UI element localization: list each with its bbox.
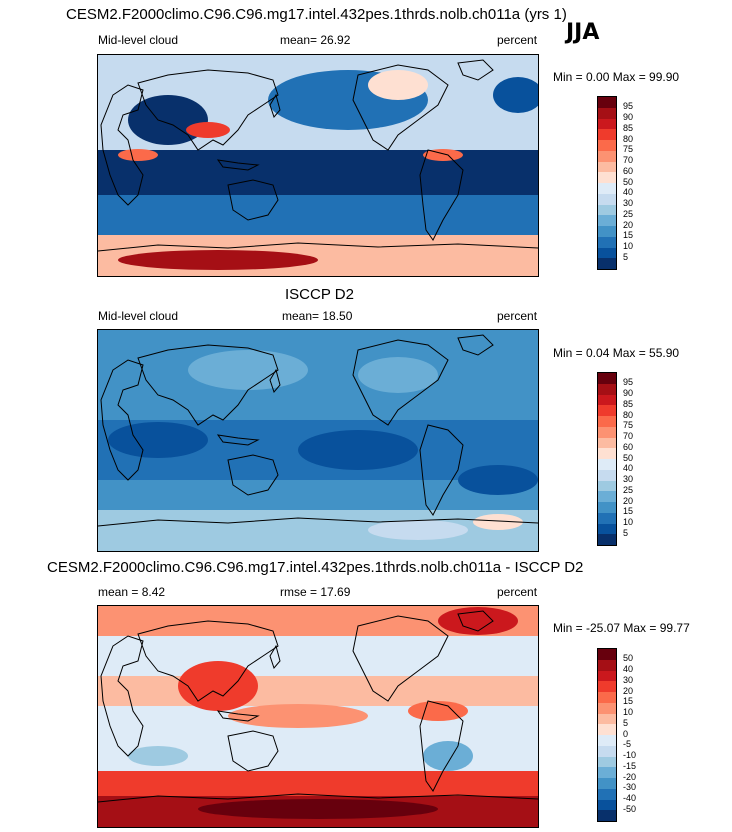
panel2-colorbar <box>597 372 617 546</box>
colorbar-tick: 50 <box>623 453 634 463</box>
colorbar-tick: 80 <box>623 134 634 144</box>
panel2-mean-label: mean= 18.50 <box>282 309 353 323</box>
colorbar-tick: 25 <box>623 485 634 495</box>
colorbar-tick: 5 <box>623 528 629 538</box>
panel3-units-label: percent <box>497 585 538 599</box>
panel1-title: CESM2.F2000climo.C96.C96.mg17.intel.432p… <box>66 6 567 23</box>
colorbar-tick: 75 <box>623 144 634 154</box>
panel2-minmax: Min = 0.04 Max = 55.90 <box>553 346 680 360</box>
panel1-minmax: Min = 0.00 Max = 99.90 <box>553 70 680 84</box>
colorbar-tick: 75 <box>623 420 634 430</box>
colorbar-tick: -20 <box>623 772 637 782</box>
panel1-units-label: percent <box>497 33 538 47</box>
panel3-title: CESM2.F2000climo.C96.C96.mg17.intel.432p… <box>47 559 584 576</box>
colorbar-tick: 85 <box>623 123 634 133</box>
colorbar-tick: 15 <box>623 230 634 240</box>
panel1-left-label: Mid-level cloud <box>98 33 179 47</box>
colorbar-tick: -5 <box>623 739 632 749</box>
colorbar-tick: 60 <box>623 442 634 452</box>
colorbar-tick: 40 <box>623 463 634 473</box>
panel1-colorbar <box>597 96 617 270</box>
panel3-mean-label: mean = 8.42 <box>98 585 166 599</box>
colorbar-tick: 60 <box>623 166 634 176</box>
panel1-map <box>97 54 539 277</box>
colorbar-tick: 25 <box>623 209 634 219</box>
colorbar-tick: 50 <box>623 177 634 187</box>
colorbar-tick: 50 <box>623 653 634 663</box>
colorbar-tick: 30 <box>623 675 634 685</box>
panel3-minmax: Min = -25.07 Max = 99.77 <box>553 621 690 635</box>
panel3-colorbar <box>597 648 617 822</box>
colorbar-tick: -30 <box>623 782 637 792</box>
colorbar-tick: 15 <box>623 506 634 516</box>
panel2-title: ISCCP D2 <box>285 286 354 303</box>
colorbar-tick: 85 <box>623 399 634 409</box>
colorbar-tick: 90 <box>623 112 634 122</box>
colorbar-tick: 20 <box>623 496 634 506</box>
colorbar-tick: 95 <box>623 101 634 111</box>
colorbar-tick: -40 <box>623 793 637 803</box>
colorbar-tick: 15 <box>623 696 634 706</box>
colorbar-tick: 10 <box>623 517 634 527</box>
colorbar-tick: 30 <box>623 198 634 208</box>
colorbar-tick: 30 <box>623 474 634 484</box>
colorbar-tick: 70 <box>623 431 634 441</box>
panel1-mean-label: mean= 26.92 <box>280 33 351 47</box>
colorbar-tick: 20 <box>623 686 634 696</box>
colorbar-tick: 40 <box>623 664 634 674</box>
colorbar-tick: 5 <box>623 252 629 262</box>
colorbar-tick: 40 <box>623 187 634 197</box>
colorbar-tick: -10 <box>623 750 637 760</box>
panel3-map <box>97 605 539 828</box>
season-label: JJA <box>566 20 600 45</box>
colorbar-tick: 70 <box>623 155 634 165</box>
colorbar-tick: 95 <box>623 377 634 387</box>
colorbar-tick: 5 <box>623 718 629 728</box>
colorbar-tick: 20 <box>623 220 634 230</box>
colorbar-tick: 10 <box>623 241 634 251</box>
colorbar-tick: 0 <box>623 729 629 739</box>
colorbar-tick: 90 <box>623 388 634 398</box>
panel2-left-label: Mid-level cloud <box>98 309 179 323</box>
colorbar-tick: -50 <box>623 804 637 814</box>
colorbar-tick: 80 <box>623 410 634 420</box>
panel3-rmse-label: rmse = 17.69 <box>280 585 351 599</box>
colorbar-tick: 10 <box>623 707 634 717</box>
colorbar-tick: -15 <box>623 761 637 771</box>
panel2-map <box>97 329 539 552</box>
panel2-units-label: percent <box>497 309 538 323</box>
